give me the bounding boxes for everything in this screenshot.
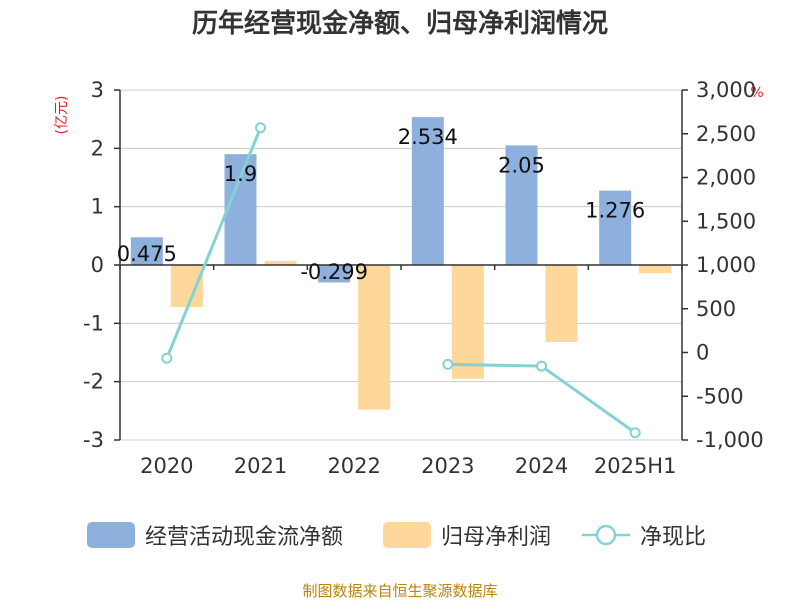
x-axis-tick-label: 2023 (421, 454, 474, 478)
left-axis-tick-label: 3 (91, 78, 104, 102)
legend-swatch-cash-flow (87, 522, 135, 548)
x-axis-tick-label: 2025H1 (594, 454, 677, 478)
ratio-point (161, 352, 173, 364)
legend-label-ratio: 净现比 (640, 525, 706, 550)
net-profit-bar (545, 265, 578, 342)
cash-flow-data-label: 2.534 (398, 125, 458, 149)
chart-title: 历年经营现金净额、归母净利润情况 (192, 8, 608, 39)
net-profit-bar (358, 265, 391, 410)
right-axis-tick-label: 0 (696, 341, 709, 365)
left-axis-tick-label: 0 (91, 253, 104, 277)
x-axis-tick-label: 2021 (234, 454, 287, 478)
cash-flow-data-label: 2.05 (498, 153, 545, 177)
ratio-point (442, 358, 454, 370)
left-axis-tick-label: 1 (91, 195, 104, 219)
right-axis-tick-label: -500 (696, 384, 744, 408)
legend-marker-ratio (595, 524, 617, 546)
cash-flow-data-label: 1.9 (224, 162, 257, 186)
left-axis-tick-label: 2 (91, 136, 104, 160)
cash-flow-data-label: 0.475 (117, 242, 177, 266)
right-axis-unit: % (750, 85, 763, 101)
ratio-point (629, 427, 641, 439)
x-axis-tick-label: 2020 (140, 454, 193, 478)
net-profit-bar (170, 265, 203, 307)
cash-flow-bar (599, 190, 632, 265)
net-profit-bar (451, 265, 484, 379)
legend: 经营活动现金流净额 归母净利润 净现比 (87, 522, 706, 550)
right-axis-tick-label: 3,000 (696, 78, 756, 102)
legend-label-net-profit: 归母净利润 (441, 525, 551, 550)
grid-lines (120, 89, 682, 441)
cash-flow-bar (318, 265, 351, 283)
source-note: 制图数据来自恒生聚源数据库 (302, 582, 497, 600)
net-profit-bar (264, 260, 297, 265)
bar-layer (130, 117, 672, 410)
cash-flow-bar (130, 237, 163, 265)
ratio-line-layer (161, 122, 641, 439)
axes: -3 -2 -1 0 1 2 3 -1,000 -500 0 500 1,000 1,500 2,000 2… (83, 78, 764, 478)
cash-flow-data-label: 1.276 (585, 199, 645, 223)
right-axis-tick-label: -1,000 (696, 428, 764, 452)
left-axis-tick-label: -1 (83, 311, 104, 335)
cash-flow-bar (224, 154, 257, 265)
net-profit-bar (639, 265, 672, 274)
left-axis-tick-label: -2 (83, 370, 104, 394)
ratio-line (165, 127, 262, 359)
right-axis-tick-label: 2,000 (696, 166, 756, 190)
cash-flow-data-label: -0.299 (300, 260, 368, 284)
x-axis-tick-label: 2024 (515, 454, 568, 478)
cash-flow-bar (505, 145, 538, 265)
ratio-point (536, 360, 547, 372)
right-axis-tick-label: 1,500 (696, 209, 756, 233)
legend-label-cash-flow: 经营活动现金流净额 (145, 525, 343, 550)
x-axis-tick-label: 2022 (327, 454, 380, 478)
left-axis-unit: (亿元) (54, 96, 70, 135)
legend-swatch-net-profit (383, 522, 431, 548)
cash-flow-bar (411, 117, 444, 265)
data-label-layer: 0.475 1.9 -0.299 2.534 2.05 1.276 (117, 125, 645, 284)
ratio-point (255, 122, 266, 134)
left-axis-tick-label: -3 (83, 428, 104, 452)
right-axis-tick-label: 2,500 (696, 122, 756, 146)
right-axis-tick-label: 500 (696, 297, 736, 321)
right-axis-tick-label: 1,000 (696, 253, 756, 277)
